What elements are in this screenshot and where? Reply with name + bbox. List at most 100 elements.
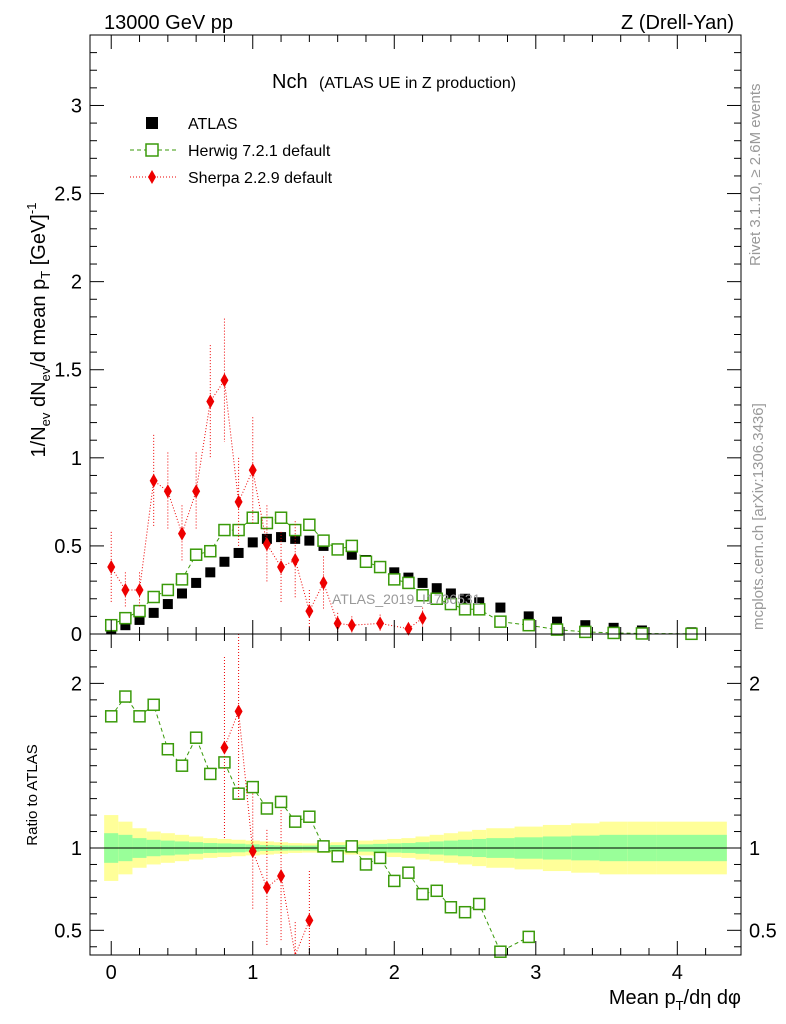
main-herwig-point [388,573,401,586]
main-herwig-point [175,573,189,586]
legend-atlas-marker [146,117,158,129]
main-herwig-point [472,603,486,616]
ratio-herwig-point [189,731,203,744]
x-tick-label: 4 [672,962,683,984]
main-atlas-point [276,532,287,543]
ratio-herwig-point [317,840,330,853]
main-herwig-point [359,555,373,569]
x-tick-label: 3 [530,962,541,984]
main-sherpa-point [404,621,413,636]
legend-sherpa-marker [148,170,156,184]
main-atlas-point [417,577,428,588]
ratio-herwig-point [119,690,132,703]
ratio-sherpa-point [234,704,243,719]
ratio-y-tick-labels: 0.5 0.5 1 1 2 2 [54,673,777,942]
main-atlas-point [389,567,400,578]
main-atlas-point [523,611,534,622]
main-herwig-point [189,548,203,561]
main-atlas-point [431,583,442,594]
main-atlas-point [120,620,131,631]
main-sherpa-point [418,611,427,626]
main-sherpa-point [234,494,243,509]
x-tick-label: 1 [247,962,258,984]
main-atlas-point [148,607,159,618]
ratio-herwig-point [246,780,259,794]
ratio-sherpa-point [277,868,286,883]
main-atlas-point [495,602,506,613]
ratio-data-layer [104,634,535,958]
main-herwig-point [579,625,592,639]
analysis-watermark: ATLAS_2019_I1736531 [332,591,481,607]
header-right-label: Z (Drell-Yan) [621,12,734,34]
plot-title-main: Nch [272,71,308,93]
main-herwig-point [373,560,387,574]
legend-herwig-label: Herwig 7.2.1 default [188,143,331,160]
ratio-sherpa-point [248,844,257,859]
ratio-x-tick-labels: 0 1 2 3 4 [106,962,683,984]
main-sherpa-point [319,575,328,590]
main-sherpa-point [192,484,201,499]
ratio-y-axis-title: Ratio to ATLAS [24,744,41,845]
ratio-herwig-point [472,897,486,911]
main-sherpa-point [107,560,116,575]
main-y-tick-label: 1.5 [54,360,82,382]
main-herwig-point [402,576,415,590]
main-atlas-point [445,588,456,599]
main-herwig-point [522,618,535,632]
x-axis-title: Mean pT/dη dφ [609,987,741,1013]
main-data-layer [104,318,698,641]
ratio-herwig-point [175,759,189,772]
main-herwig-point [218,523,231,537]
main-sherpa-point [177,526,186,541]
ratio-herwig-point [444,901,458,914]
ratio-herwig-point [104,710,118,723]
x-tick-label: 0 [106,962,117,984]
ratio-axis-ticks [90,633,741,955]
main-y-tick-label: 0 [71,624,82,646]
ratio-herwig-point [388,874,401,888]
main-atlas-point [290,533,301,544]
main-herwig-point [458,603,472,616]
main-herwig-point [119,611,132,625]
main-herwig-point [274,511,288,524]
main-y-tick-label: 3 [71,95,82,117]
main-herwig-point [246,511,259,524]
main-atlas-point [134,614,145,625]
main-herwig-line [110,517,692,635]
ratio-sherpa-point [305,913,314,928]
main-herwig-point [635,627,649,640]
legend: ATLAS Herwig 7.2.1 default Sherpa 2.2.9 … [130,116,333,187]
main-herwig-point [147,590,160,604]
main-sherpa-point [149,473,158,488]
ratio-herwig-point [359,858,373,871]
main-sherpa-point [121,582,130,597]
ratio-herwig-point [260,802,274,815]
main-sherpa-point [220,373,229,388]
main-sherpa-point [291,553,300,568]
main-atlas-point [205,567,216,578]
main-herwig-point [494,615,507,628]
ratio-herwig-point [345,840,359,853]
ratio-plot-frame [89,633,742,956]
ratio-y-tick-label-left: 2 [71,673,82,695]
main-sherpa-point [333,616,342,631]
main-atlas-point [474,597,485,608]
ratio-herwig-point [402,866,415,879]
header-left-label: 13000 GeV pp [104,12,233,34]
main-sherpa-point [262,537,271,552]
ratio-panel: 0.5 0.5 1 1 2 2 0 1 2 3 4 Ratio to ATLAS Mean pT/… [24,633,777,1013]
legend-sherpa-label: Sherpa 2.2.9 default [188,170,333,187]
main-sherpa-point [376,616,385,631]
main-herwig-point [317,534,330,547]
ratio-y-tick-label-right: 0.5 [749,920,777,942]
main-herwig-point [607,626,620,640]
rivet-version-label: Rivet 3.1.10, ≥ 2.6M events [747,84,764,267]
main-herwig-point [345,539,359,553]
main-y-tick-label: 2 [71,272,82,294]
main-atlas-point [219,556,230,567]
ratio-herwig-point [147,698,160,712]
ratio-herwig-point [373,851,387,865]
main-y-tick-label: 0.5 [54,536,82,558]
ratio-herwig-point [133,710,146,723]
mcplots-label: mcplots.cern.ch [arXiv:1306.3436] [750,403,767,630]
